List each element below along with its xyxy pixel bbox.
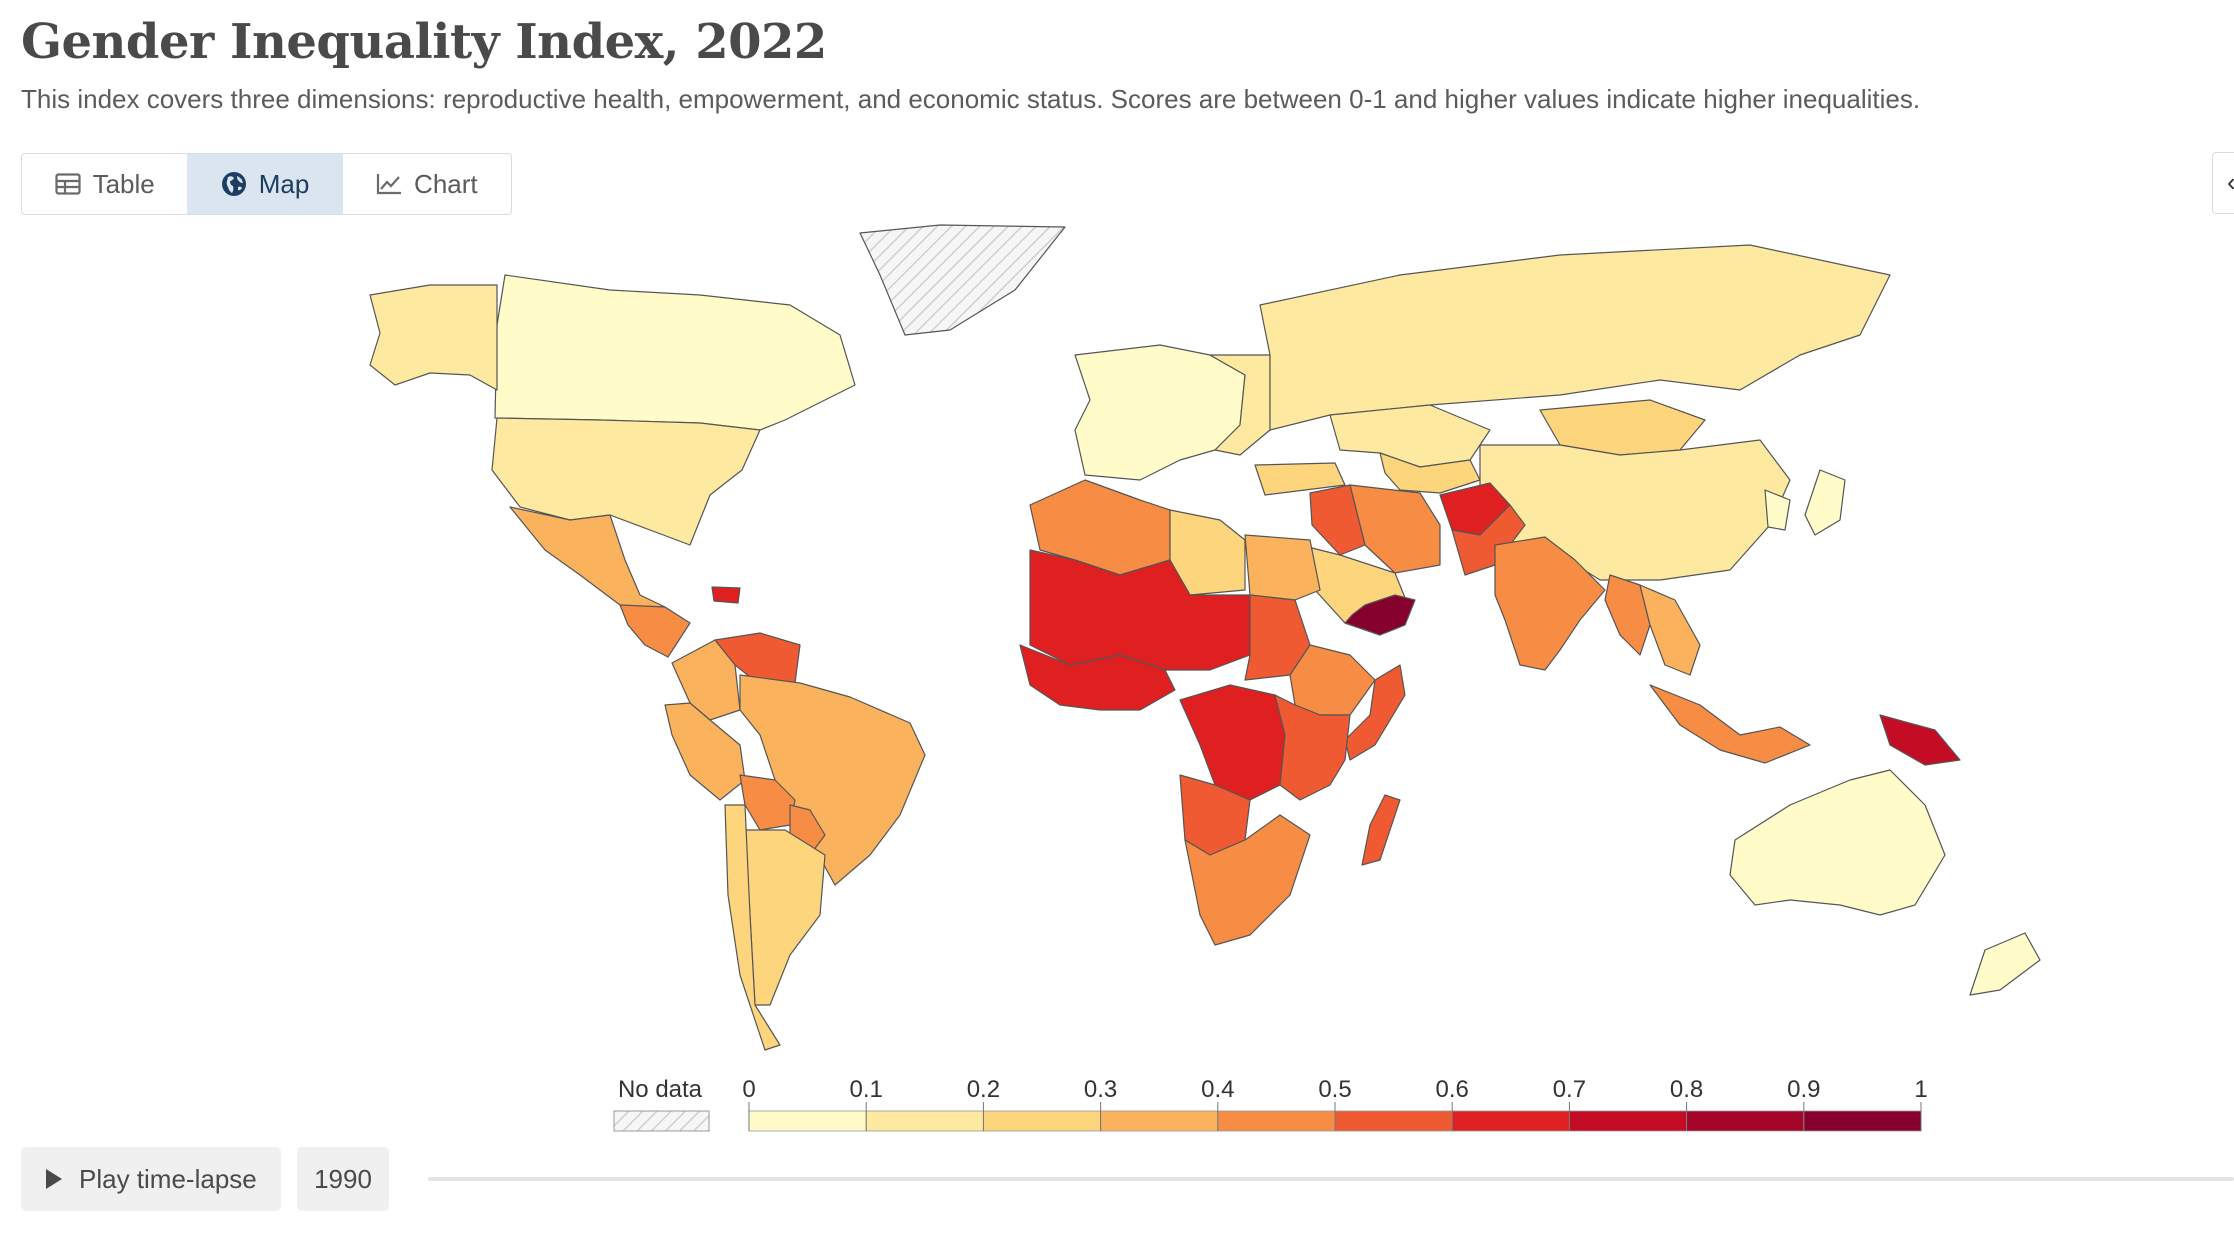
country-alaska[interactable]: [369, 284, 498, 391]
legend-tick-label: 0: [742, 1076, 755, 1103]
country-mexico[interactable]: [509, 506, 666, 608]
view-tab-bar: Table Map Chart: [21, 153, 512, 215]
color-legend: No data 0 0.1 0.2 0.3 0.4 0.5 0.6 0.7 0.8 0.9 1: [613, 1076, 1928, 1132]
play-timelapse-button[interactable]: Play time-lapse: [21, 1147, 281, 1211]
legend-no-data-label: No data: [618, 1076, 703, 1103]
tab-map-label: Map: [258, 168, 310, 199]
country-papua-new-guinea[interactable]: [1879, 714, 1961, 766]
chart-subtitle: This index covers three dimensions: repr…: [21, 84, 1921, 114]
chart-title: Gender Inequality Index, 2022: [21, 14, 827, 70]
country-peru[interactable]: [664, 702, 746, 801]
country-turkey[interactable]: [1254, 462, 1346, 496]
legend-tick-label: 0.5: [1318, 1076, 1351, 1103]
country-canada[interactable]: [494, 274, 856, 431]
legend-swatch-7: [1569, 1110, 1688, 1132]
country-east-africa[interactable]: [1274, 694, 1351, 801]
country-korea[interactable]: [1764, 489, 1791, 531]
settings-button[interactable]: ‹: [2212, 152, 2234, 214]
timeline-track[interactable]: [428, 1177, 2234, 1181]
legend-swatch-9: [1803, 1110, 1922, 1132]
country-southeast-asia[interactable]: [1639, 584, 1701, 676]
country-iran[interactable]: [1349, 484, 1441, 574]
play-timelapse-label: Play time-lapse: [79, 1163, 257, 1194]
tab-map[interactable]: Map: [187, 154, 343, 214]
tab-table[interactable]: Table: [22, 154, 187, 214]
timeline-start-year[interactable]: 1990: [297, 1147, 389, 1211]
legend-tick-label: 0.9: [1787, 1076, 1820, 1103]
legend-tick-label: 0.3: [1084, 1076, 1117, 1103]
legend-no-data-swatch: [613, 1110, 710, 1132]
country-united-states[interactable]: [491, 417, 761, 546]
legend-tick-label: 0.8: [1670, 1076, 1703, 1103]
country-iraq[interactable]: [1309, 484, 1366, 556]
table-icon: [54, 173, 81, 195]
legend-swatch-5: [1334, 1110, 1453, 1132]
country-central-america[interactable]: [619, 604, 691, 658]
legend-tick-label: 0.2: [967, 1076, 1000, 1103]
country-greenland[interactable]: [859, 224, 1066, 336]
country-indonesia[interactable]: [1649, 684, 1811, 764]
country-madagascar[interactable]: [1361, 794, 1401, 866]
legend-tick-label: 0.4: [1201, 1076, 1234, 1103]
country-haiti[interactable]: [711, 586, 741, 604]
country-australia[interactable]: [1729, 769, 1946, 916]
tab-chart[interactable]: Chart: [343, 154, 511, 214]
country-japan[interactable]: [1804, 469, 1846, 536]
legend-tick-label: 0.1: [850, 1076, 883, 1103]
legend-swatch-1: [865, 1110, 984, 1132]
legend-swatch-4: [1217, 1110, 1336, 1132]
globe-icon: [221, 172, 246, 196]
country-somalia[interactable]: [1344, 664, 1406, 761]
country-yemen[interactable]: [1344, 594, 1416, 636]
world-map: [369, 224, 2041, 1051]
country-brazil[interactable]: [739, 674, 926, 886]
country-southern-africa[interactable]: [1184, 814, 1311, 946]
legend-swatch-0: [748, 1110, 867, 1132]
legend-swatch-3: [1100, 1110, 1219, 1132]
country-ethiopia[interactable]: [1289, 644, 1376, 716]
country-central-asia[interactable]: [1379, 452, 1481, 494]
country-west-africa[interactable]: [1019, 644, 1176, 711]
country-new-zealand[interactable]: [1969, 932, 2041, 996]
legend-swatch-2: [983, 1110, 1102, 1132]
tab-chart-label: Chart: [414, 168, 478, 199]
legend-swatch-6: [1451, 1110, 1570, 1132]
country-western-europe[interactable]: [1074, 344, 1246, 481]
play-icon: [46, 1169, 62, 1189]
line-chart-icon: [376, 174, 402, 195]
country-chile[interactable]: [724, 804, 781, 1051]
legend-tick-label: 0.7: [1553, 1076, 1586, 1103]
legend-tick-label: 0.6: [1436, 1076, 1469, 1103]
country-egypt[interactable]: [1244, 534, 1321, 601]
country-argentina[interactable]: [744, 829, 826, 1006]
country-russia[interactable]: [1259, 244, 1891, 431]
legend-swatch-8: [1686, 1110, 1805, 1132]
legend-tick-label: 1: [1914, 1076, 1927, 1103]
tab-table-label: Table: [92, 168, 155, 199]
country-kazakhstan[interactable]: [1329, 404, 1491, 468]
country-pakistan[interactable]: [1451, 504, 1526, 576]
country-india[interactable]: [1494, 536, 1606, 671]
